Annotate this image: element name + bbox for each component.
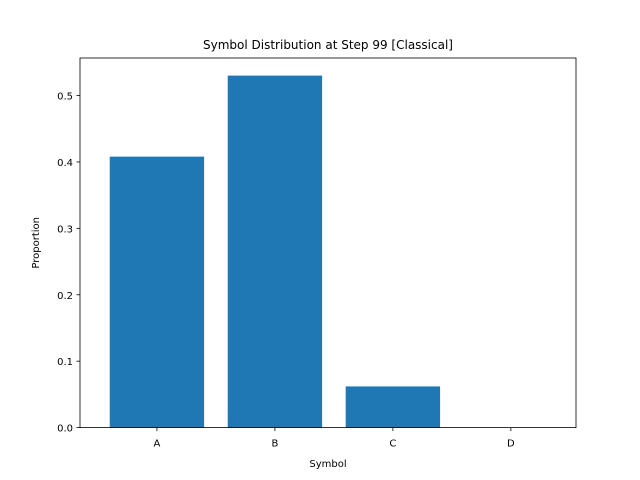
plot-area-frame bbox=[79, 57, 577, 429]
bar-c bbox=[345, 386, 441, 428]
y-tick-label: 0.3 bbox=[57, 224, 73, 235]
bars-group bbox=[109, 75, 441, 428]
x-tick-label: D bbox=[507, 439, 515, 450]
y-tick-label: 0.1 bbox=[57, 357, 73, 368]
x-tick-label: C bbox=[389, 439, 396, 450]
x-tick-label: B bbox=[271, 439, 278, 450]
y-tick-label: 0.2 bbox=[57, 291, 73, 302]
y-tick-label: 0.0 bbox=[57, 424, 73, 435]
y-tick-label: 0.4 bbox=[57, 158, 73, 169]
x-tick-label: A bbox=[154, 439, 161, 450]
y-axis-ticks: 0.0 0.1 0.2 0.3 0.4 0.5 bbox=[57, 92, 80, 435]
bar-b bbox=[227, 75, 323, 428]
x-axis-ticks: A B C D bbox=[154, 427, 515, 450]
y-axis-label: Proportion bbox=[31, 217, 42, 269]
x-axis-label: Symbol bbox=[309, 459, 346, 470]
bar-a bbox=[109, 156, 205, 428]
y-tick-label: 0.5 bbox=[57, 92, 73, 103]
chart-title: Symbol Distribution at Step 99 [Classica… bbox=[203, 38, 453, 52]
